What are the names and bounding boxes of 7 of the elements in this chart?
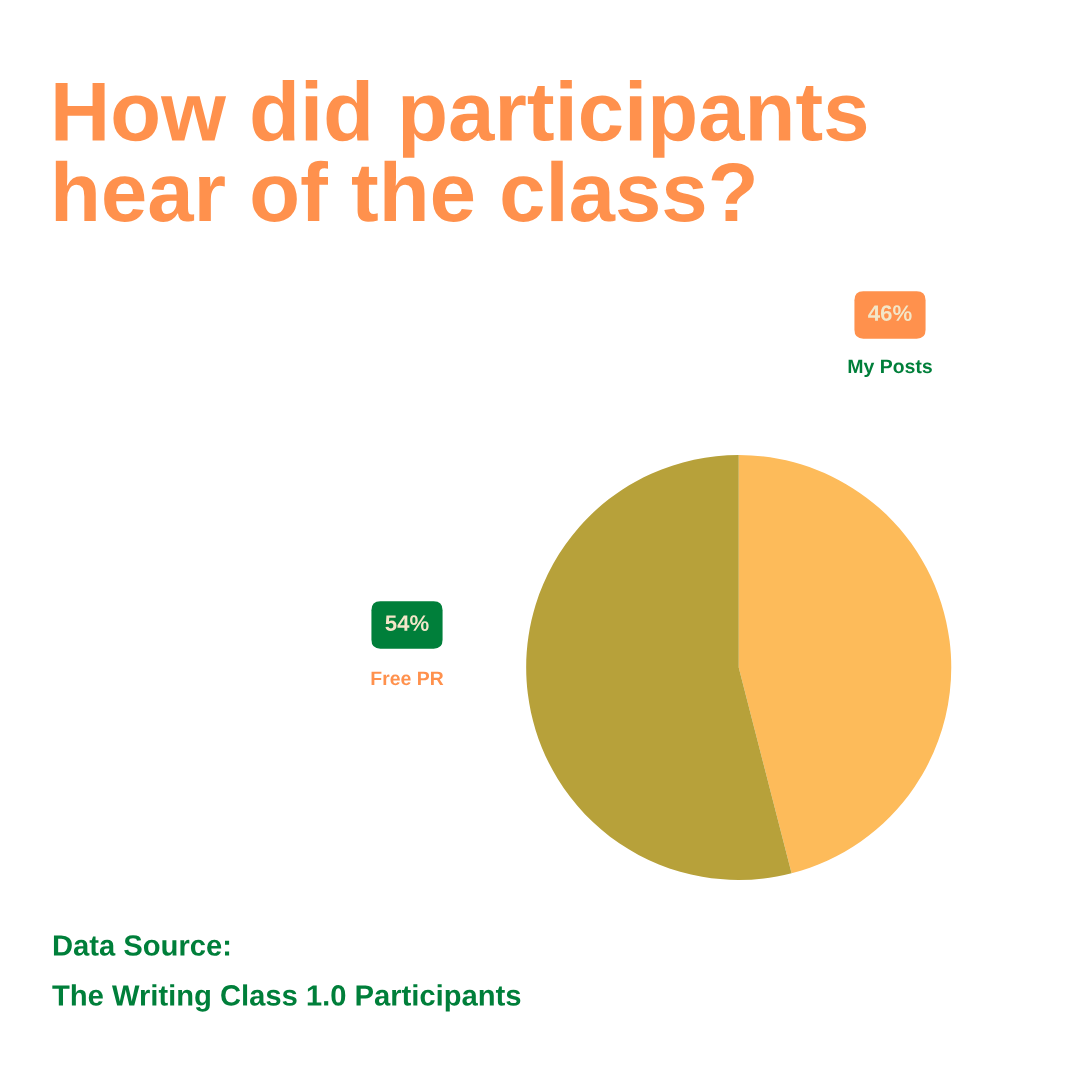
slice-label: My Posts xyxy=(848,359,932,378)
data-label: 54% xyxy=(385,615,429,631)
data-label: 46% xyxy=(868,305,912,321)
source-note: Data Source: xyxy=(53,935,230,956)
chart-title: How did participants hear of the class? xyxy=(55,80,867,222)
slice-label: Free PR xyxy=(371,671,444,686)
text: The Writing Class 1.0 Participants xyxy=(52,984,521,1012)
